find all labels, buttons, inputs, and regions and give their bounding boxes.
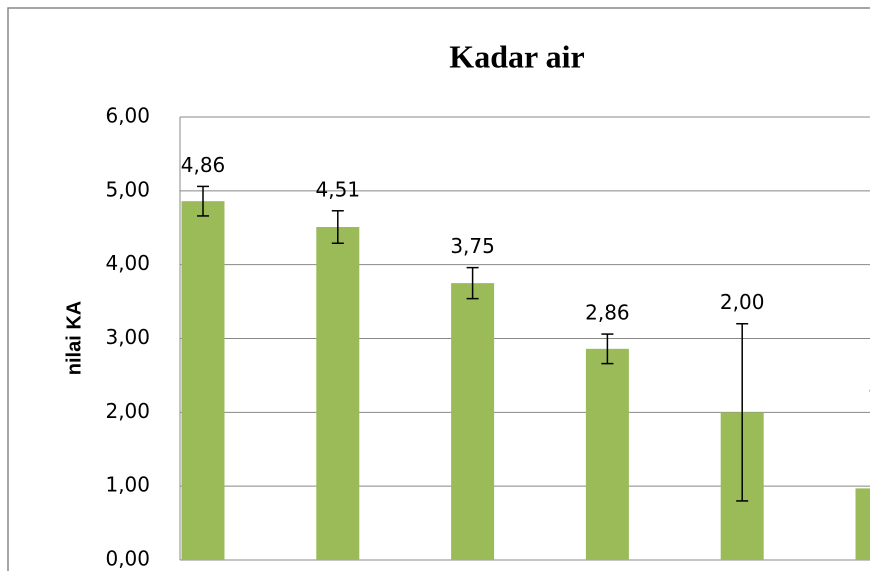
y-tick-label: 6,00: [105, 104, 150, 128]
y-tick-label: 3,00: [105, 325, 150, 349]
bar: [585, 348, 629, 560]
bar: [855, 488, 870, 560]
y-axis-label: nilai KA: [63, 301, 85, 375]
bar: [451, 283, 495, 560]
value-label: 3,75: [450, 234, 495, 258]
value-label: 4,51: [316, 177, 361, 201]
value-label: 1,: [867, 385, 870, 409]
value-label: 2,86: [585, 301, 630, 325]
chart-title: Kadar air: [449, 38, 584, 74]
bar: [316, 227, 360, 561]
value-label: 2,00: [720, 290, 765, 314]
bar: [181, 201, 225, 561]
y-tick-label: 2,00: [105, 399, 150, 423]
value-label: 4,86: [181, 153, 226, 177]
y-tick-label: 0,00: [105, 547, 150, 571]
y-tick-label: 5,00: [105, 177, 150, 201]
y-tick-label: 1,00: [105, 473, 150, 497]
y-tick-label: 4,00: [105, 251, 150, 275]
